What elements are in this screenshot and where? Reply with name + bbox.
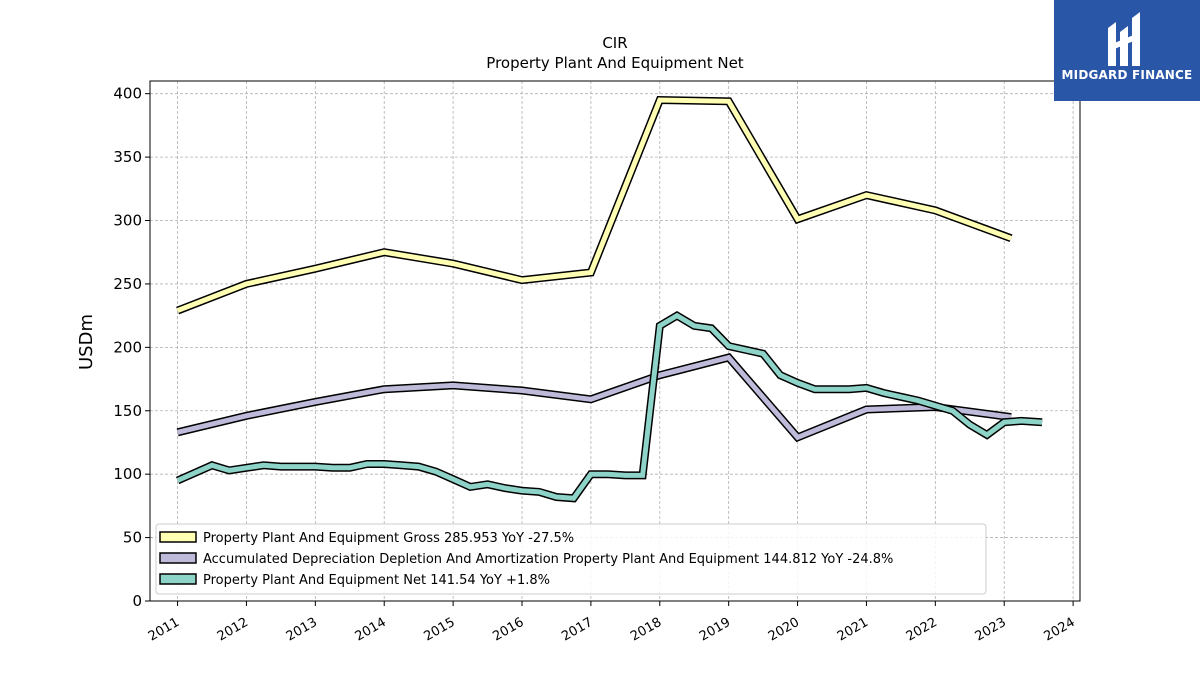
x-tick-label: 2018 [628, 615, 664, 645]
x-tick-label: 2021 [835, 615, 871, 645]
chart-title: CIR [602, 34, 627, 52]
series-line-3 [176, 312, 1043, 501]
y-tick-label: 350 [113, 148, 142, 166]
x-tick-label: 2014 [353, 615, 389, 645]
legend-swatch-3 [159, 573, 197, 585]
x-tick-label: 2020 [766, 615, 802, 645]
plot-frame [149, 80, 1081, 602]
series-line-1 [176, 97, 1012, 313]
x-tick-label: 2011 [146, 615, 182, 645]
logo-mark-icon [1108, 12, 1140, 66]
chart-subtitle: Property Plant And Equipment Net [486, 54, 743, 72]
series-line-2 [177, 354, 1012, 441]
x-tick-label: 2019 [697, 615, 733, 645]
y-axis-label: USDm [76, 314, 97, 370]
x-tick-label: 2024 [1041, 615, 1077, 645]
midgard-finance-logo: MIDGARD FINANCE [1054, 0, 1200, 101]
legend: Property Plant And Equipment Gross 285.9… [155, 523, 987, 595]
y-tick-label: 400 [113, 85, 142, 103]
legend-swatch-2 [159, 552, 197, 564]
series-layer [175, 95, 1043, 503]
y-tick-label: 300 [113, 212, 142, 230]
series-outline-1 [176, 95, 1013, 315]
x-tick-label: 2023 [973, 615, 1009, 645]
legend-box [155, 523, 987, 595]
y-tick-label: 200 [113, 338, 142, 356]
legend-swatch-1 [159, 531, 197, 543]
logo-text: MIDGARD FINANCE [1061, 68, 1193, 82]
y-tick-label: 50 [123, 529, 142, 547]
legend-label-3: Property Plant And Equipment Net 141.54 … [203, 573, 550, 588]
x-tick-label: 2022 [904, 615, 940, 645]
x-tick-label: 2016 [490, 615, 526, 645]
x-tick-label: 2017 [559, 615, 595, 645]
grid [150, 81, 1080, 602]
y-tick-label: 250 [113, 275, 142, 293]
x-tick-label: 2015 [421, 615, 457, 645]
legend-label-1: Property Plant And Equipment Gross 285.9… [203, 531, 574, 546]
x-axis: 2011 2012 2013 2014 2015 2016 2017 2018 2019 2020… [146, 601, 1078, 644]
y-tick-label: 150 [113, 402, 142, 420]
y-axis: 0 50 100 150 200 250 300 350 400 [113, 85, 150, 610]
y-tick-label: 0 [132, 592, 142, 610]
x-tick-label: 2013 [284, 615, 320, 645]
y-tick-label: 100 [113, 465, 142, 483]
x-tick-label: 2012 [215, 615, 251, 645]
legend-label-2: Accumulated Depreciation Depletion And A… [203, 552, 893, 567]
